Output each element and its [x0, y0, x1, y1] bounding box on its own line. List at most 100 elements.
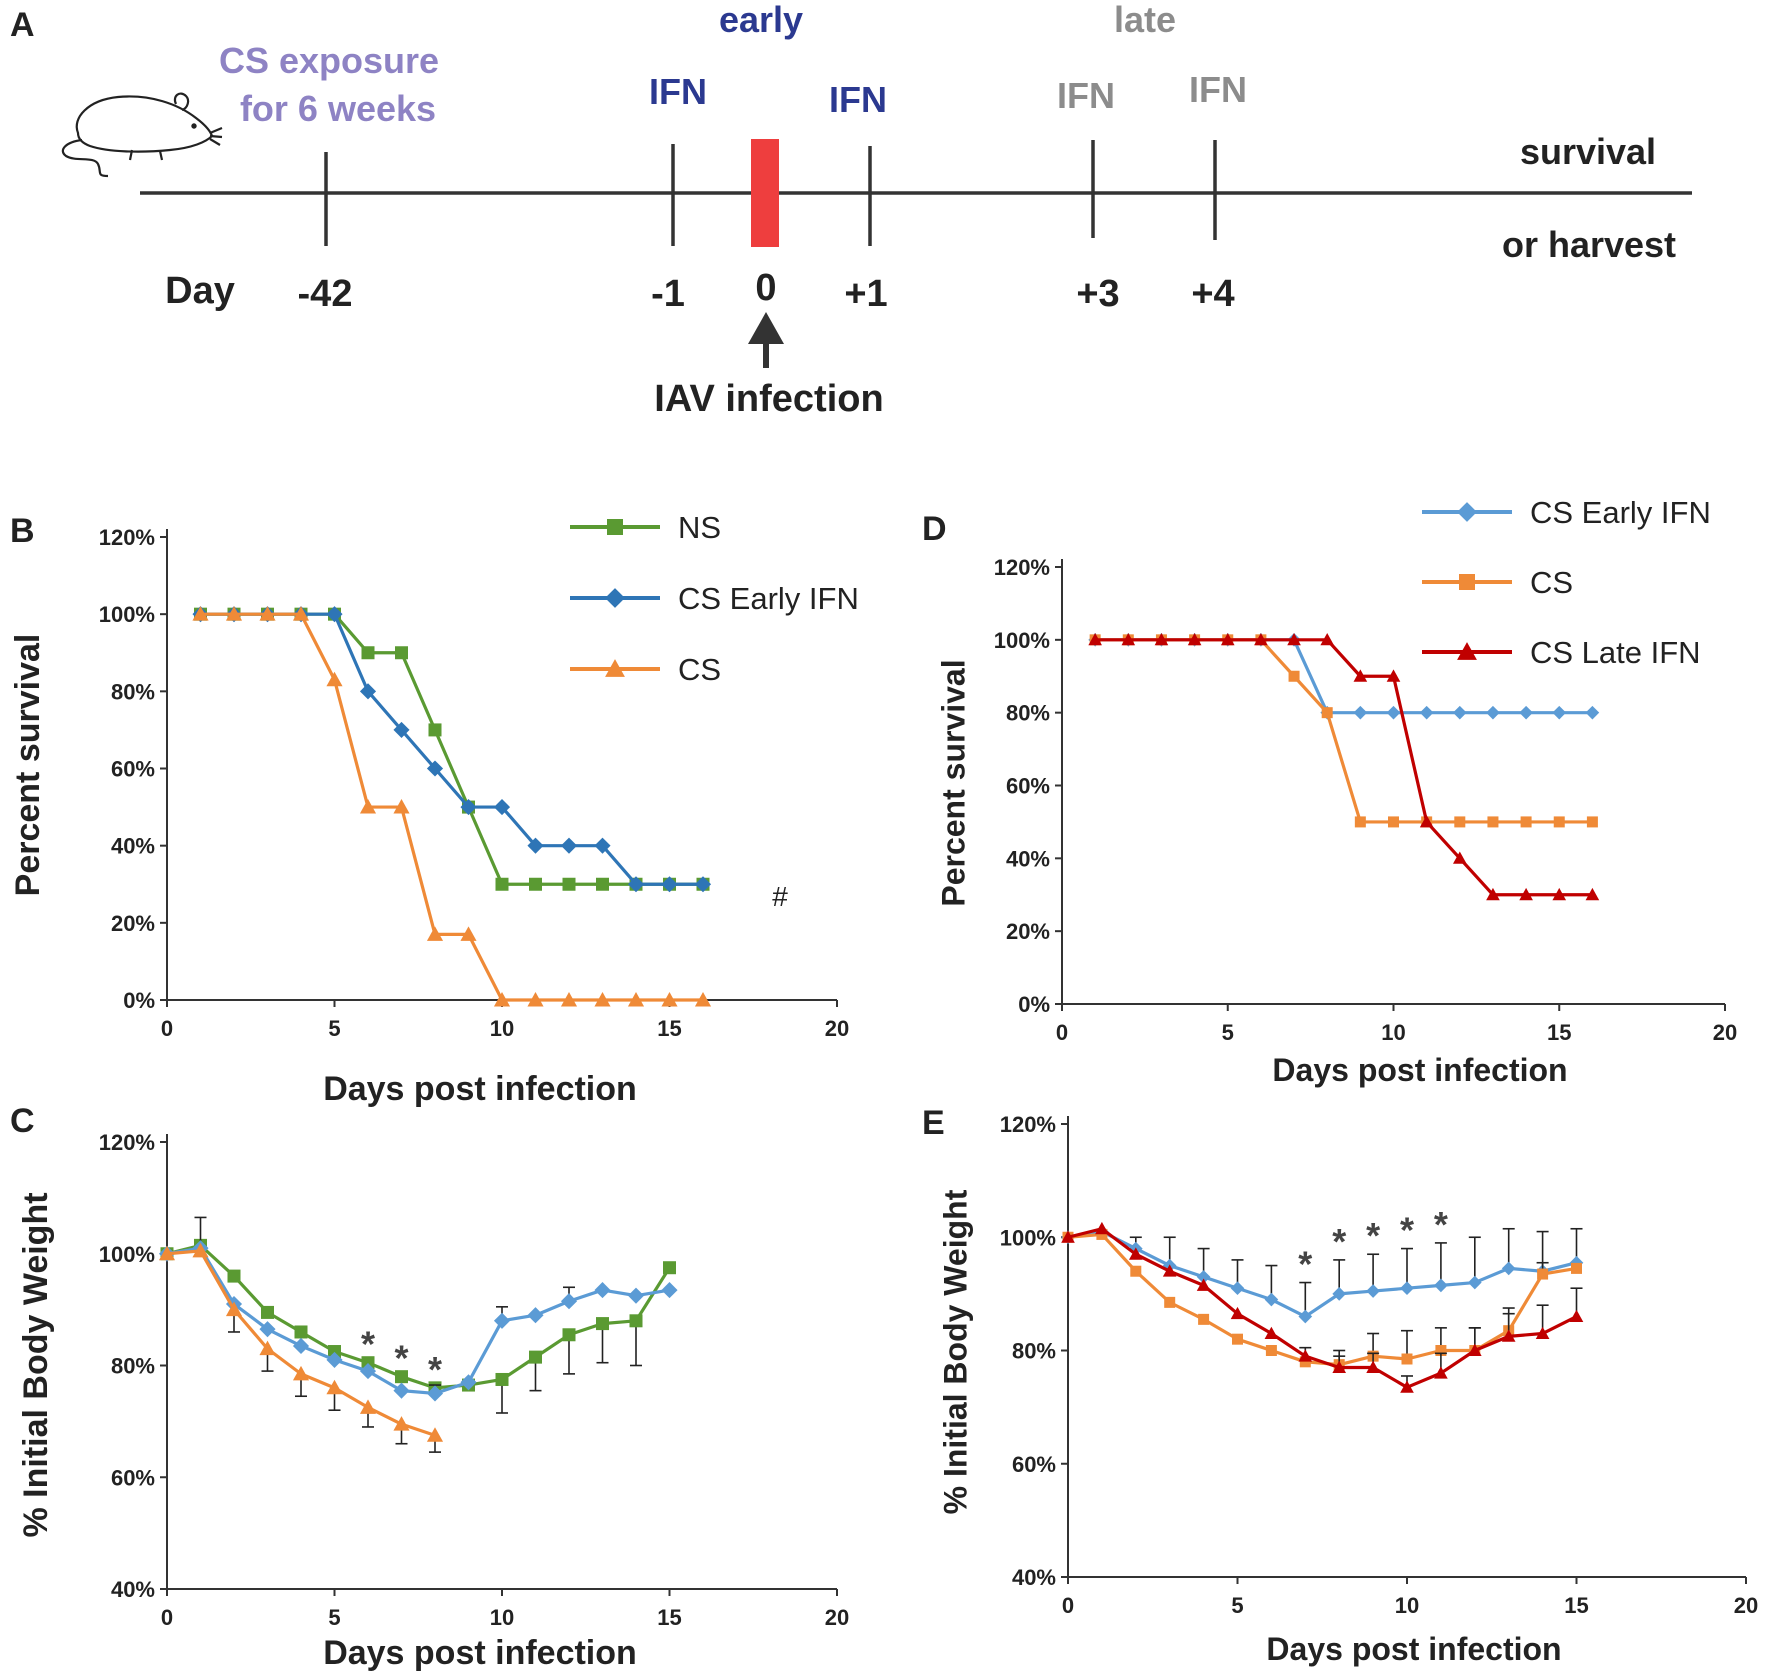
- data-point: [1486, 705, 1500, 720]
- x-tick-label: 15: [1547, 1020, 1571, 1045]
- data-point: [359, 1399, 377, 1414]
- data-point: [1452, 851, 1467, 864]
- y-tick-label: 120%: [99, 1130, 155, 1155]
- data-point: [627, 1287, 645, 1304]
- x-tick-label: 0: [1062, 1593, 1074, 1618]
- data-point: [1419, 815, 1434, 828]
- data-point: [1096, 1228, 1108, 1240]
- x-tick-label: 0: [161, 1605, 173, 1630]
- data-point: [1419, 705, 1434, 720]
- data-point: [426, 1385, 444, 1402]
- data-point: [1154, 633, 1169, 646]
- data-point: [594, 991, 611, 1007]
- data-point: [393, 721, 410, 738]
- data-point: [393, 799, 410, 814]
- y-tick-label: 80%: [1006, 701, 1050, 726]
- legend-item: CS Early IFN: [570, 581, 859, 616]
- exposure-label-line2: for 6 weeks: [240, 88, 436, 129]
- panel-label-d: D: [922, 510, 947, 548]
- y-tick-label: 120%: [99, 525, 155, 550]
- data-point: [1553, 816, 1565, 828]
- y-tick-label: 120%: [1000, 1112, 1056, 1137]
- y-tick-label: 0%: [1018, 992, 1050, 1017]
- data-point: [1467, 1275, 1482, 1290]
- data-point: [259, 1340, 276, 1356]
- data-point: [661, 1282, 678, 1299]
- day-value: 0: [755, 267, 776, 309]
- data-point: [1130, 1265, 1142, 1277]
- series-line: [1095, 638, 1593, 824]
- data-point: [1353, 705, 1368, 720]
- data-point: [426, 760, 444, 777]
- x-tick-label: 20: [1734, 1593, 1758, 1618]
- data-point: [225, 1301, 243, 1317]
- x-tick-label: 15: [657, 1016, 681, 1041]
- y-tick-label: 60%: [111, 1465, 155, 1490]
- x-axis-label: Days post infection: [323, 1634, 637, 1672]
- data-point: [426, 926, 444, 941]
- significance-star: *: [1366, 1215, 1380, 1256]
- data-point: [560, 1293, 578, 1310]
- data-point: [629, 1314, 643, 1328]
- series-line: [200, 612, 703, 1002]
- data-point: [1354, 816, 1366, 828]
- x-tick-label: 10: [1381, 1020, 1405, 1045]
- ifn-label-day-plus1: IFN: [829, 79, 887, 120]
- x-tick-label: 5: [1231, 1593, 1243, 1618]
- y-tick-label: 60%: [111, 757, 155, 782]
- chart-legend: CS Early IFN CS CS Late IFN: [1422, 495, 1711, 670]
- data-point: [1254, 633, 1268, 646]
- outcome-label-line2: or harvest: [1502, 224, 1676, 265]
- legend-marker: [1459, 574, 1475, 590]
- data-point: [627, 876, 645, 893]
- data-point: [560, 837, 578, 854]
- data-point: [1434, 1278, 1448, 1293]
- legend-marker: [1457, 642, 1477, 660]
- significance-star: *: [361, 1324, 375, 1365]
- legend-item: NS: [570, 510, 721, 545]
- data-point: [493, 991, 511, 1007]
- data-point: [1400, 1380, 1414, 1393]
- data-point: [1467, 1343, 1482, 1356]
- panel-e-body-weight-chart: E 0 5 10 15 20 40% 60% 80% 100% 120% Days post infe…: [922, 1104, 1758, 1667]
- data-point: [158, 1245, 176, 1261]
- data-point: [1121, 633, 1136, 646]
- series-cs: [1089, 634, 1598, 828]
- day-value: +4: [1191, 273, 1234, 315]
- data-point: [527, 1307, 544, 1324]
- data-point: [493, 799, 511, 816]
- data-point: [1454, 816, 1466, 828]
- data-point: [562, 1328, 576, 1342]
- y-tick-label: 20%: [1006, 919, 1050, 944]
- data-point: [192, 606, 209, 621]
- data-point: [596, 877, 609, 891]
- y-tick-label: 60%: [1012, 1452, 1056, 1477]
- legend-label: CS: [678, 652, 721, 687]
- data-point: [261, 1305, 274, 1319]
- data-point: [1128, 1247, 1143, 1260]
- y-tick-label: 100%: [99, 1242, 155, 1267]
- data-point: [1164, 1296, 1176, 1308]
- panel-a-timeline: A CS exposure for 6 weeks early late IFN…: [10, 0, 1692, 420]
- data-point: [1366, 1360, 1380, 1373]
- significance-star: *: [1434, 1204, 1448, 1245]
- data-point: [1434, 1366, 1448, 1379]
- up-arrow-icon: [748, 312, 784, 368]
- day-value: +1: [844, 273, 887, 315]
- legend-marker: [1457, 502, 1477, 522]
- data-point: [1585, 705, 1600, 720]
- infection-label: IAV infection: [654, 378, 883, 420]
- day-value: +3: [1076, 273, 1119, 315]
- data-point: [426, 1427, 444, 1442]
- data-point: [1535, 1326, 1550, 1339]
- panel-label-c: C: [10, 1102, 35, 1140]
- y-tick-label: 40%: [1006, 846, 1050, 871]
- data-point: [1187, 633, 1202, 646]
- data-point: [594, 1282, 611, 1299]
- data-point: [493, 1312, 511, 1329]
- mouse-icon: [61, 92, 223, 178]
- legend-marker: [605, 588, 625, 608]
- data-point: [326, 671, 343, 687]
- data-point: [1298, 1349, 1313, 1362]
